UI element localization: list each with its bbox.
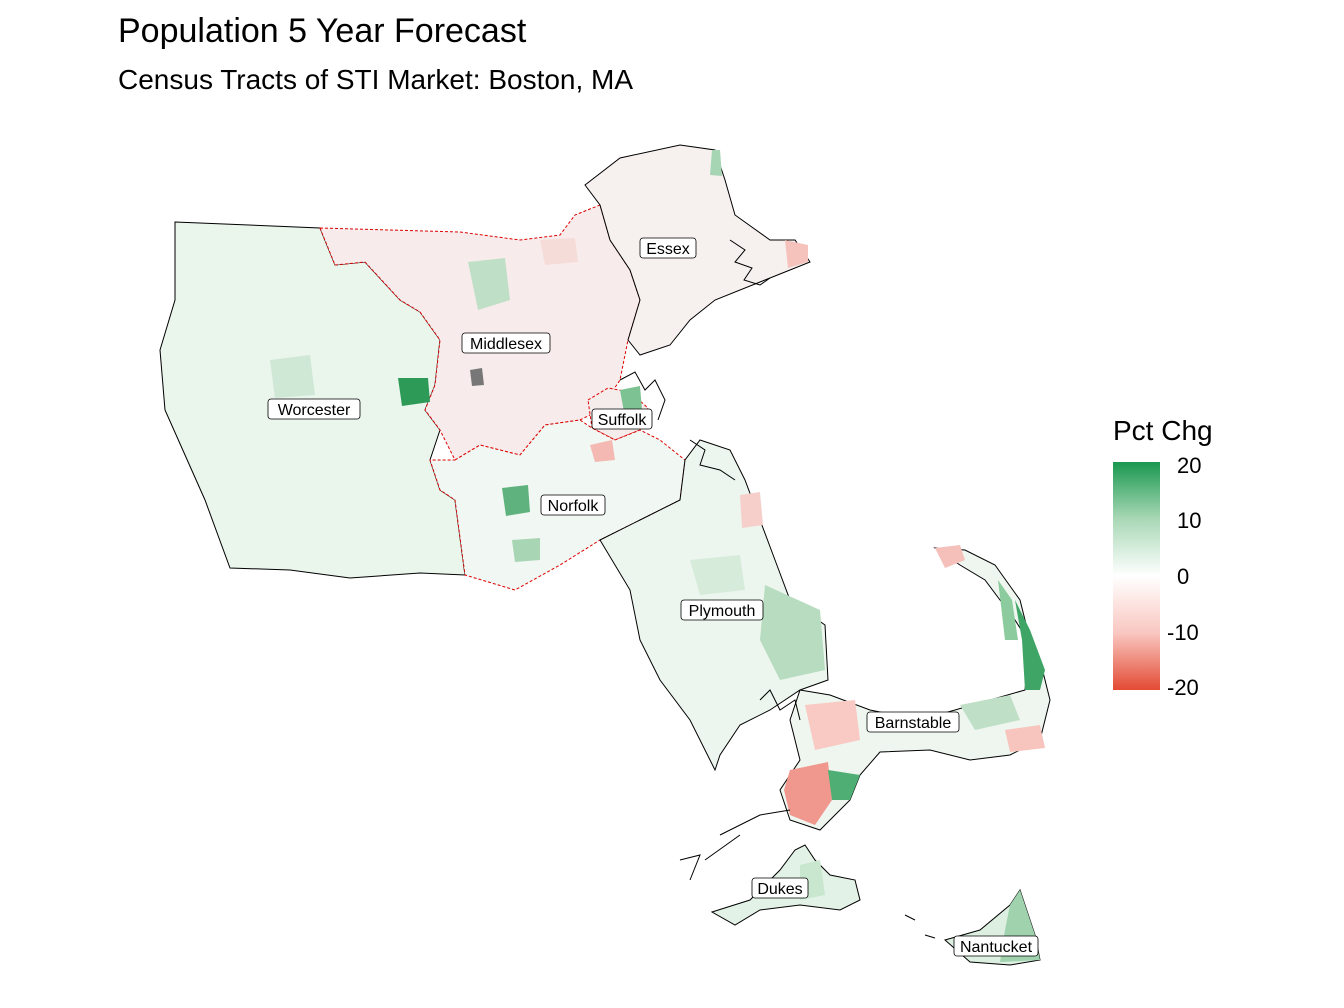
legend-tick	[1160, 688, 1168, 689]
legend-tick-label: 20	[1177, 453, 1202, 478]
county-labels: Essex Middlesex Worcester Suffolk Norfol…	[267, 237, 1039, 957]
chart-subtitle: Census Tracts of STI Market: Boston, MA	[118, 64, 634, 95]
svg-text:Dukes: Dukes	[757, 881, 802, 898]
legend-tick	[1160, 466, 1168, 467]
label-nantucket: Nantucket	[953, 935, 1039, 957]
label-dukes: Dukes	[751, 877, 809, 899]
legend-title: Pct Chg	[1113, 415, 1213, 446]
svg-text:Suffolk: Suffolk	[598, 412, 648, 429]
label-worcester: Worcester	[267, 398, 361, 420]
svg-text:Middlesex: Middlesex	[470, 336, 542, 353]
legend-tick	[1160, 521, 1168, 522]
svg-text:Nantucket: Nantucket	[960, 939, 1033, 956]
label-barnstable: Barnstable	[866, 711, 960, 733]
svg-text:Plymouth: Plymouth	[689, 603, 756, 620]
label-middlesex: Middlesex	[461, 332, 551, 354]
svg-text:Worcester: Worcester	[278, 402, 351, 419]
label-norfolk: Norfolk	[540, 494, 606, 516]
legend-colorbar	[1113, 462, 1160, 690]
legend-tick-label: 0	[1177, 564, 1190, 589]
coastline-detail	[619, 239, 936, 939]
legend-tick-label: -20	[1167, 675, 1199, 700]
legend-tick	[1160, 633, 1168, 634]
svg-text:Essex: Essex	[646, 241, 690, 258]
tract-patches	[270, 150, 1045, 962]
chart-title: Population 5 Year Forecast	[118, 12, 527, 50]
svg-text:Barnstable: Barnstable	[875, 715, 952, 732]
label-essex: Essex	[639, 237, 697, 259]
legend-tick	[1160, 577, 1168, 578]
legend-tick-label: -10	[1167, 620, 1199, 645]
legend-tick-label: 10	[1177, 508, 1202, 533]
svg-text:Norfolk: Norfolk	[548, 498, 600, 515]
label-plymouth: Plymouth	[680, 599, 764, 621]
label-suffolk: Suffolk	[591, 408, 653, 430]
